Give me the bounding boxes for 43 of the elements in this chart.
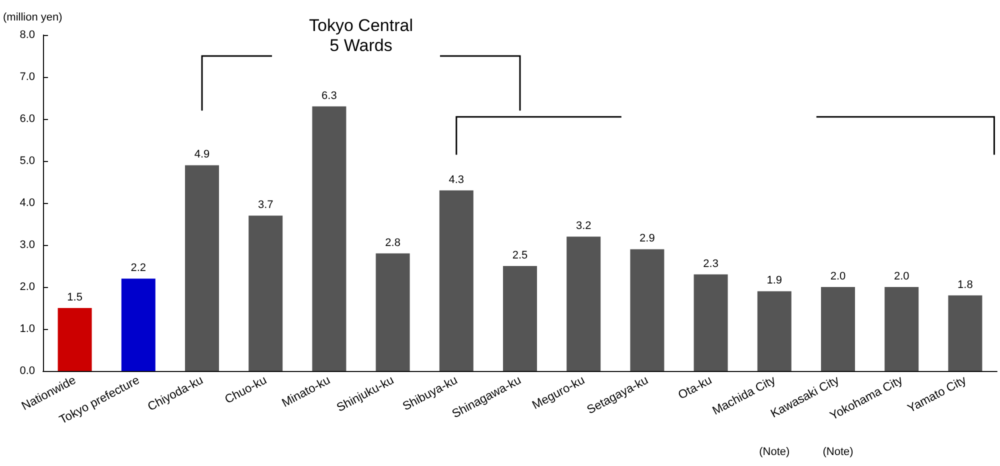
data-label: 2.0 [830, 270, 846, 282]
bar [694, 274, 728, 371]
bar [121, 278, 156, 371]
data-label: 2.2 [130, 262, 146, 274]
y-tick-label: 7.0 [20, 71, 35, 83]
bar [566, 236, 601, 371]
data-label: 2.9 [640, 232, 655, 245]
data-label: 2.8 [385, 236, 400, 249]
data-label: 1.8 [958, 278, 973, 291]
bar [312, 106, 346, 371]
y-tick-label: 6.0 [20, 113, 35, 125]
data-label: 3.7 [258, 199, 274, 212]
data-label: 2.0 [894, 270, 910, 282]
bar [948, 295, 982, 371]
y-tick-label: 4.0 [20, 197, 35, 209]
data-label: 6.3 [322, 90, 337, 102]
y-tick-label: 3.0 [20, 239, 35, 251]
bar [58, 308, 92, 371]
bar [248, 216, 283, 371]
bar [439, 190, 474, 371]
bar [503, 266, 537, 371]
data-label: 1.5 [67, 292, 82, 304]
bar [376, 253, 410, 371]
bar [757, 291, 792, 371]
y-tick-label: 5.0 [20, 155, 35, 167]
data-label: 2.5 [512, 250, 528, 262]
bar [821, 287, 855, 371]
data-label: 3.2 [576, 220, 592, 232]
y-tick-label: 1.0 [20, 323, 35, 335]
text: (Note) [822, 446, 854, 458]
data-label: 4.9 [194, 148, 210, 161]
y-axis-title: (million yen) [3, 12, 62, 24]
y-tick-label: 8.0 [20, 29, 35, 41]
y-tick-label: 0.0 [20, 365, 35, 377]
text: (Note) [759, 446, 790, 458]
bar [630, 249, 664, 371]
bar [185, 165, 219, 371]
y-tick-label: 2.0 [20, 281, 35, 293]
annotation: Tokyo Central 5 Wards [308, 16, 414, 56]
data-label: 4.3 [448, 174, 464, 186]
data-label: 1.9 [766, 274, 782, 287]
bar [884, 287, 919, 371]
data-label: 2.3 [703, 258, 718, 270]
